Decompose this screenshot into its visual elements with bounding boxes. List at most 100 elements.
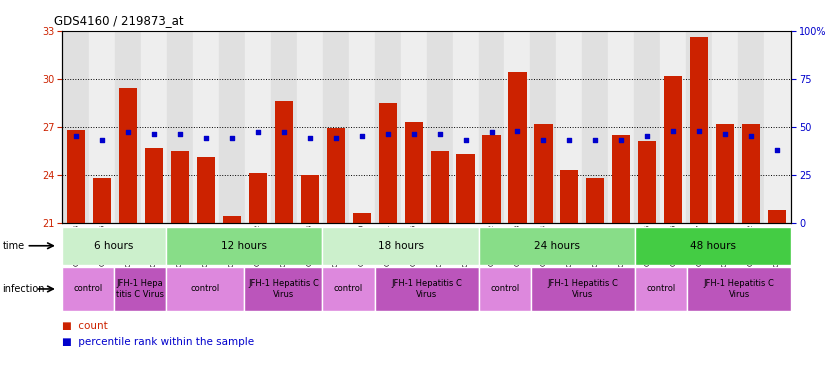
Bar xyxy=(690,37,708,223)
Bar xyxy=(686,31,712,223)
Point xyxy=(121,129,135,136)
Bar xyxy=(249,173,267,223)
Bar xyxy=(193,31,219,223)
Point xyxy=(589,137,602,143)
Bar xyxy=(219,31,245,223)
Bar xyxy=(531,267,635,311)
Point xyxy=(615,137,628,143)
Point xyxy=(199,135,212,141)
Bar xyxy=(114,267,166,311)
Bar xyxy=(119,88,137,223)
Bar xyxy=(742,124,760,223)
Bar xyxy=(430,151,449,223)
Bar xyxy=(479,267,531,311)
Bar xyxy=(275,101,293,223)
Bar xyxy=(738,31,764,223)
Bar xyxy=(453,31,478,223)
Text: 24 hours: 24 hours xyxy=(534,241,580,251)
Bar xyxy=(586,178,605,223)
Bar xyxy=(145,147,164,223)
Point xyxy=(641,133,654,139)
Point xyxy=(173,131,187,137)
Bar xyxy=(297,31,323,223)
Bar xyxy=(482,135,501,223)
Point xyxy=(563,137,576,143)
Bar xyxy=(612,135,630,223)
Bar xyxy=(479,227,635,265)
Bar xyxy=(245,31,271,223)
Point xyxy=(433,131,446,137)
Bar xyxy=(271,31,297,223)
Bar xyxy=(405,122,423,223)
Bar xyxy=(638,141,657,223)
Text: infection: infection xyxy=(2,284,45,294)
Point xyxy=(278,129,291,136)
Text: 48 hours: 48 hours xyxy=(691,241,736,251)
Point xyxy=(771,147,784,153)
Bar xyxy=(687,267,791,311)
Bar xyxy=(93,178,112,223)
Bar xyxy=(244,267,322,311)
Bar xyxy=(89,31,115,223)
Bar xyxy=(634,31,660,223)
Bar xyxy=(141,31,167,223)
Point xyxy=(148,131,161,137)
Text: 6 hours: 6 hours xyxy=(94,241,134,251)
Point xyxy=(225,135,239,141)
Bar xyxy=(197,157,215,223)
Bar xyxy=(635,227,791,265)
Text: ■  percentile rank within the sample: ■ percentile rank within the sample xyxy=(62,337,254,347)
Bar xyxy=(768,210,786,223)
Bar xyxy=(322,267,374,311)
Bar xyxy=(608,31,634,223)
Bar xyxy=(426,31,453,223)
Point xyxy=(96,137,109,143)
Point xyxy=(744,133,757,139)
Text: JFH-1 Hepatitis C
Virus: JFH-1 Hepatitis C Virus xyxy=(548,279,619,299)
Bar xyxy=(323,31,349,223)
Point xyxy=(692,127,705,134)
Bar xyxy=(171,151,189,223)
Bar xyxy=(166,267,244,311)
Bar xyxy=(664,76,682,223)
Bar xyxy=(582,31,608,223)
Bar xyxy=(353,213,371,223)
Text: JFH-1 Hepatitis C
Virus: JFH-1 Hepatitis C Virus xyxy=(704,279,775,299)
Point xyxy=(485,129,498,136)
Point xyxy=(510,127,524,134)
Bar xyxy=(374,267,479,311)
Bar xyxy=(223,216,241,223)
Bar xyxy=(62,227,166,265)
Text: control: control xyxy=(647,285,676,293)
Point xyxy=(69,133,83,139)
Bar xyxy=(375,31,401,223)
Bar xyxy=(166,227,322,265)
Point xyxy=(407,131,420,137)
Text: 12 hours: 12 hours xyxy=(221,241,268,251)
Bar xyxy=(67,130,85,223)
Bar xyxy=(716,124,734,223)
Bar xyxy=(660,31,686,223)
Bar xyxy=(349,31,375,223)
Text: GDS4160 / 219873_at: GDS4160 / 219873_at xyxy=(54,14,183,27)
Bar xyxy=(401,31,426,223)
Point xyxy=(330,135,343,141)
Bar xyxy=(115,31,141,223)
Bar xyxy=(635,267,687,311)
Bar xyxy=(301,175,319,223)
Bar xyxy=(327,128,345,223)
Bar xyxy=(530,31,557,223)
Text: JFH-1 Hepatitis C
Virus: JFH-1 Hepatitis C Virus xyxy=(392,279,462,299)
Bar xyxy=(508,72,526,223)
Point xyxy=(381,131,394,137)
Bar xyxy=(534,124,553,223)
Point xyxy=(537,137,550,143)
Bar xyxy=(64,31,89,223)
Text: control: control xyxy=(191,285,220,293)
Bar xyxy=(712,31,738,223)
Text: time: time xyxy=(2,241,25,251)
Point xyxy=(355,133,368,139)
Bar xyxy=(557,31,582,223)
Bar xyxy=(457,154,475,223)
Text: control: control xyxy=(490,285,520,293)
